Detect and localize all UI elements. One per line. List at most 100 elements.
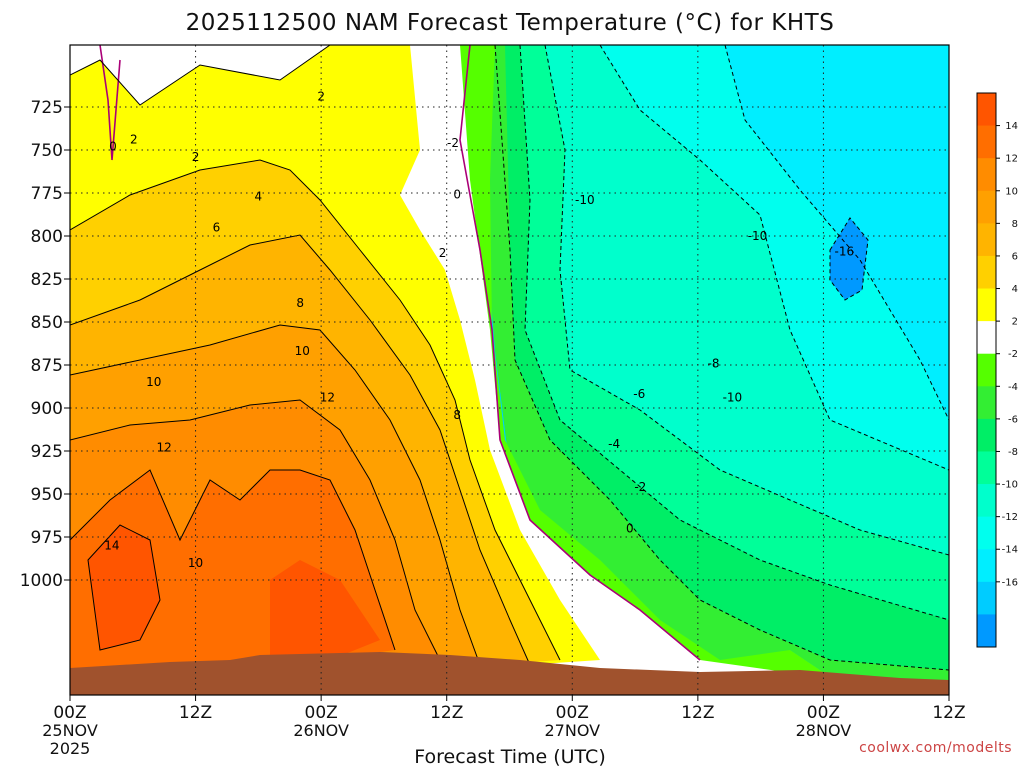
colorbar-label: 12 [1005,154,1018,165]
colorbar-label: -10 [1002,480,1018,491]
contour-label: 8 [296,296,304,310]
colorbar-bin [977,93,996,126]
colorbar-bin [977,418,996,452]
terrain-surface [70,652,949,695]
contour-label: -10 [723,391,743,405]
y-tick-label: 1000 [20,571,63,591]
colorbar-label: -16 [1002,577,1018,588]
colorbar-label: 10 [1005,186,1018,197]
colorbar-bin [977,549,996,583]
colorbar-label: -12 [1002,512,1018,523]
contour-label: 10 [146,375,161,389]
contour-label: -10 [575,193,595,207]
contour-labels: 0 222468101012121410820-2-10-10-16-8-10-6… [104,90,854,570]
contour-label: 0 [109,140,117,154]
colorbar-bin [977,223,996,257]
colorbar-bin [977,451,996,485]
contour-6 [70,234,531,666]
colorbar-bin [977,321,996,355]
y-tick-label: 850 [31,313,63,333]
x-tick-date-label: 25NOV [42,721,98,740]
contour-minus8 [544,45,949,556]
colorbar-bin [977,581,996,615]
contour-label: 10 [188,556,203,570]
y-axis: 725 750 775 800 825 850 875 900 925 950 975 1000 [20,98,70,591]
colorbar-bin [977,255,996,289]
gridlines [70,45,949,695]
contour-label: 8 [453,408,461,422]
contour-minus6 [519,45,949,621]
x-tick-label: 12Z [681,703,714,723]
y-tick-label: 775 [31,184,63,204]
x-tick-date-label: 27NOV [544,721,600,740]
x-tick-label: 00Z [53,703,86,723]
x-tick-year-label: 2025 [50,739,91,758]
contour-2 [70,45,331,106]
colorbar-bin [977,614,996,648]
y-tick-label: 950 [31,485,63,505]
colorbar-bin [977,484,996,518]
contour-label: 12 [320,391,335,405]
x-tick-date-label: 28NOV [796,721,852,740]
colorbar-bin [977,190,996,224]
contour-label: 4 [255,189,263,203]
contour-label: 6 [213,220,221,234]
colorbar-label: -2 [1008,349,1018,360]
y-tick-label: 875 [31,356,63,376]
x-tick-label: 12Z [430,703,463,723]
x-tick-label: 00Z [807,703,840,723]
colorbar-label: -4 [1008,382,1018,393]
contour-14-a [87,524,161,651]
colorbar-bin [977,288,996,322]
contour-label: -8 [708,356,720,370]
colorbar-bin [977,353,996,387]
plot-frame [69,44,950,696]
plot-area: 0 222468101012121410820-2-10-10-16-8-10-6… [70,45,949,695]
x-tick-date-label: 26NOV [293,721,349,740]
temperature-fill [70,45,949,695]
y-tick-label: 725 [31,98,63,118]
colorbar-label: 2 [1012,317,1018,328]
y-tick-label: 925 [31,442,63,462]
x-tick-label: 12Z [932,703,965,723]
chart-title: 2025112500 NAM Forecast Temperature (°C)… [186,10,835,36]
contour-label: -6 [633,387,645,401]
contour-label: 10 [295,344,310,358]
y-tick-label: 975 [31,528,63,548]
contour-minus4 [494,45,949,671]
colorbar-bin [977,386,996,420]
fill-band-14-b [270,560,380,662]
x-tick-label: 00Z [556,703,589,723]
y-tick-label: 900 [31,399,63,419]
colorbar-frame [976,92,997,648]
colorbar-label: 6 [1012,251,1018,262]
contour-label: 0 [453,188,461,202]
contour-label: -10 [748,229,768,243]
contour-4 [70,159,561,661]
credit-link[interactable]: coolwx.com/modelts [859,740,1012,756]
fill-band-minus18 [830,218,868,300]
contour-label: 2 [130,133,138,147]
colorbar-label: -6 [1008,414,1018,425]
y-tick-label: 825 [31,270,63,290]
zero-degree-contour [459,45,701,661]
colorbar: 14 12 10 8 6 4 2 -2 -4 -6 -8 -10 -12 -14 -16 [976,92,1018,648]
contour-label: 0 [626,521,634,535]
colorbar-label: 4 [1012,284,1018,295]
colorbar-label: -14 [1002,545,1018,556]
zero-degree-contour-upper [99,45,121,161]
contour-label: -2 [447,136,459,150]
y-tick-label: 800 [31,227,63,247]
contour-label: 14 [104,539,119,553]
contour-10 [70,399,441,661]
colorbar-bin [977,125,996,159]
colorbar-bin [977,516,996,550]
x-axis-label: Forecast Time (UTC) [414,746,605,768]
fill-band-minus4 [470,45,949,690]
colorbar-label: -8 [1008,447,1018,458]
contour-12 [70,469,396,651]
contour-label: 12 [157,441,172,455]
contour-label: -4 [608,437,620,451]
y-tick-label: 750 [31,141,63,161]
